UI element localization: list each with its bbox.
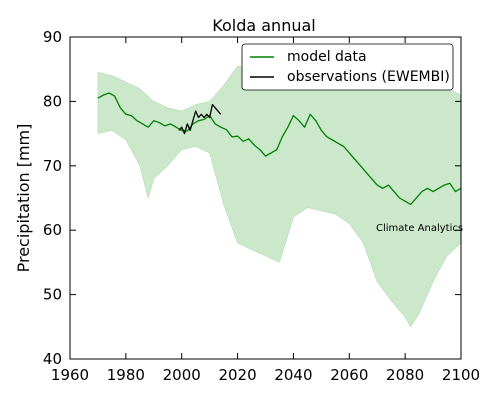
chart-title: Kolda annual xyxy=(212,16,315,35)
y-tick-label: 50 xyxy=(43,286,62,304)
legend-label-model-data: model data xyxy=(287,49,367,65)
y-axis-label: Precipitation [mm] xyxy=(14,124,33,273)
x-tick-label: 1960 xyxy=(51,366,89,384)
x-tick-label: 2060 xyxy=(330,366,368,384)
x-tick-label: 2100 xyxy=(442,366,480,384)
x-tick-label: 2000 xyxy=(163,366,201,384)
ticks-layer: 1960 1980 2000 2020 2040 2060 2080 2100 40 50 60 70… xyxy=(43,28,480,384)
legend: model data observations (EWEMBI) xyxy=(241,43,454,91)
series-line-model-data xyxy=(97,92,462,206)
y-tick-label: 90 xyxy=(43,28,62,46)
x-tick-label: 2080 xyxy=(386,366,424,384)
legend-label-observations: observations (EWEMBI) xyxy=(287,69,450,85)
series-layer xyxy=(97,92,462,206)
series-line-observations xyxy=(178,103,222,135)
annotation-climate-analytics: Climate Analytics xyxy=(376,223,463,234)
plot-frame xyxy=(69,36,462,360)
range-band-layer xyxy=(97,56,462,328)
x-tick-label: 2020 xyxy=(218,366,256,384)
x-tick-label: 2040 xyxy=(274,366,312,384)
legend-box xyxy=(241,43,454,91)
plot-area: 1960 1980 2000 2020 2040 2060 2080 2100 40 50 60 70… xyxy=(43,28,480,384)
model-range-band xyxy=(97,56,462,328)
y-tick-label: 60 xyxy=(43,221,62,239)
y-tick-label: 80 xyxy=(43,92,62,110)
y-tick-label: 70 xyxy=(43,157,62,175)
y-tick-label: 40 xyxy=(43,350,62,368)
x-tick-label: 1980 xyxy=(107,366,145,384)
